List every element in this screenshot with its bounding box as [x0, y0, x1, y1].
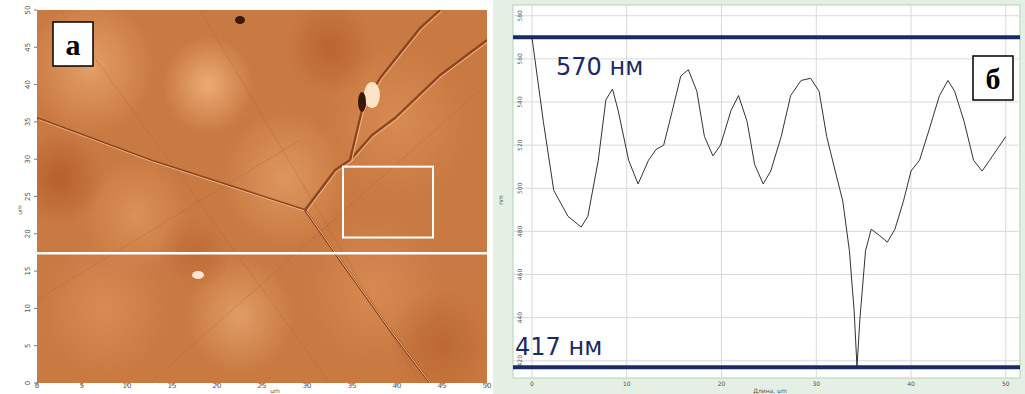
x-tick-label: 0: [35, 382, 39, 390]
x-grid-line: [911, 5, 912, 378]
reference-label: 417 нм: [515, 333, 602, 361]
y-tick-label: 520: [516, 139, 523, 151]
texture: [285, 10, 375, 96]
y-tick: [34, 159, 37, 160]
y-tick-label: 35: [24, 117, 32, 126]
y-tick-label: 580: [516, 10, 523, 22]
y-tick-label: 0: [24, 381, 32, 385]
x-tick-label: 25: [258, 382, 267, 390]
x-grid-line: [531, 5, 532, 378]
x-tick-label: 10: [623, 380, 631, 387]
y-tick-label: 540: [516, 96, 523, 108]
y-tick-label: 460: [516, 269, 523, 281]
y-tick: [34, 233, 37, 234]
texture: [37, 129, 105, 226]
x-tick-label: 20: [718, 380, 726, 387]
texture: [163, 36, 253, 133]
x-tick-label: 5: [80, 382, 84, 390]
selected-region: [343, 167, 433, 238]
dark-spot: [358, 92, 366, 112]
y-tick: [34, 308, 37, 309]
y-axis-label: nm: [497, 195, 504, 205]
reference-line: [513, 365, 1020, 369]
height-profile: [532, 37, 1006, 367]
bright-spot: [364, 82, 380, 108]
y-grid-line: [513, 145, 1020, 146]
panel-label-box: [973, 56, 1013, 100]
y-tick: [34, 121, 37, 122]
y-grid-line: [513, 231, 1020, 232]
y-tick-label: 500: [516, 182, 523, 194]
texture: [186, 258, 294, 374]
x-axis-label: um: [270, 387, 280, 394]
y-tick: [34, 84, 37, 85]
y-grid-line: [513, 102, 1020, 103]
panel-label: б: [986, 62, 1001, 95]
y-tick: [34, 47, 37, 48]
y-axis-label: um: [16, 205, 23, 215]
texture-line: [37, 140, 300, 300]
grain-boundary: [350, 10, 440, 160]
afm-image: [37, 10, 487, 383]
panel-background: [493, 0, 1025, 394]
y-tick: [34, 383, 37, 384]
y-tick-label: 20: [24, 229, 32, 238]
grain-boundary: [37, 118, 305, 210]
y-tick-label: 30: [24, 155, 32, 164]
x-tick-label: 15: [168, 382, 177, 390]
y-tick-label: 50: [24, 6, 32, 15]
panel-label: а: [66, 28, 81, 61]
texture-line: [150, 90, 480, 383]
figure: 0510152025303540455005101520253035404550…: [0, 0, 1025, 394]
panel-label-box: [53, 22, 93, 66]
y-tick-label: 5: [24, 343, 32, 347]
y-tick: [34, 196, 37, 197]
y-tick-label: 480: [516, 225, 523, 237]
profile-line: [37, 252, 487, 255]
y-tick-label: 10: [24, 304, 32, 313]
x-tick-label: 45: [438, 382, 447, 390]
grain-boundary-edge: [352, 12, 442, 162]
y-tick-label: 440: [516, 312, 523, 324]
dark-spot: [235, 16, 245, 24]
y-tick: [34, 345, 37, 346]
y-grid-line: [513, 274, 1020, 275]
y-tick-label: 45: [24, 43, 32, 52]
y-tick-label: 25: [24, 192, 32, 201]
x-tick-label: 0: [530, 380, 534, 387]
x-tick-label: 50: [483, 382, 492, 390]
x-tick-label: 30: [303, 382, 312, 390]
x-axis-label: Длина, um: [753, 387, 787, 394]
plot-marks: [513, 37, 1020, 367]
texture-line: [60, 10, 330, 383]
x-tick-label: 30: [812, 380, 820, 387]
x-tick-label: 35: [348, 382, 357, 390]
grain-boundary-edge: [39, 120, 307, 212]
grain-boundary-edge: [307, 42, 488, 212]
plot-area: [513, 5, 1020, 378]
y-tick-label: 15: [24, 267, 32, 276]
reference-line: [513, 35, 1020, 39]
x-tick-label: 40: [393, 382, 402, 390]
y-grid-line: [513, 317, 1020, 318]
x-tick-label: 40: [907, 380, 915, 387]
y-tick-label: 40: [24, 80, 32, 89]
y-tick-label: 560: [516, 53, 523, 65]
y-tick: [34, 271, 37, 272]
reference-label: 570 нм: [556, 53, 643, 81]
x-grid-line: [721, 5, 722, 378]
y-grid-line: [513, 15, 1020, 16]
texture: [42, 241, 168, 377]
texture: [388, 288, 487, 383]
x-tick-label: 50: [1002, 380, 1010, 387]
x-grid-line: [816, 5, 817, 378]
y-grid-line: [513, 188, 1020, 189]
bright-spot: [192, 271, 204, 279]
y-tick: [34, 10, 37, 11]
x-tick-label: 20: [213, 382, 222, 390]
grain-boundary: [305, 40, 487, 210]
x-tick-label: 10: [123, 382, 132, 390]
